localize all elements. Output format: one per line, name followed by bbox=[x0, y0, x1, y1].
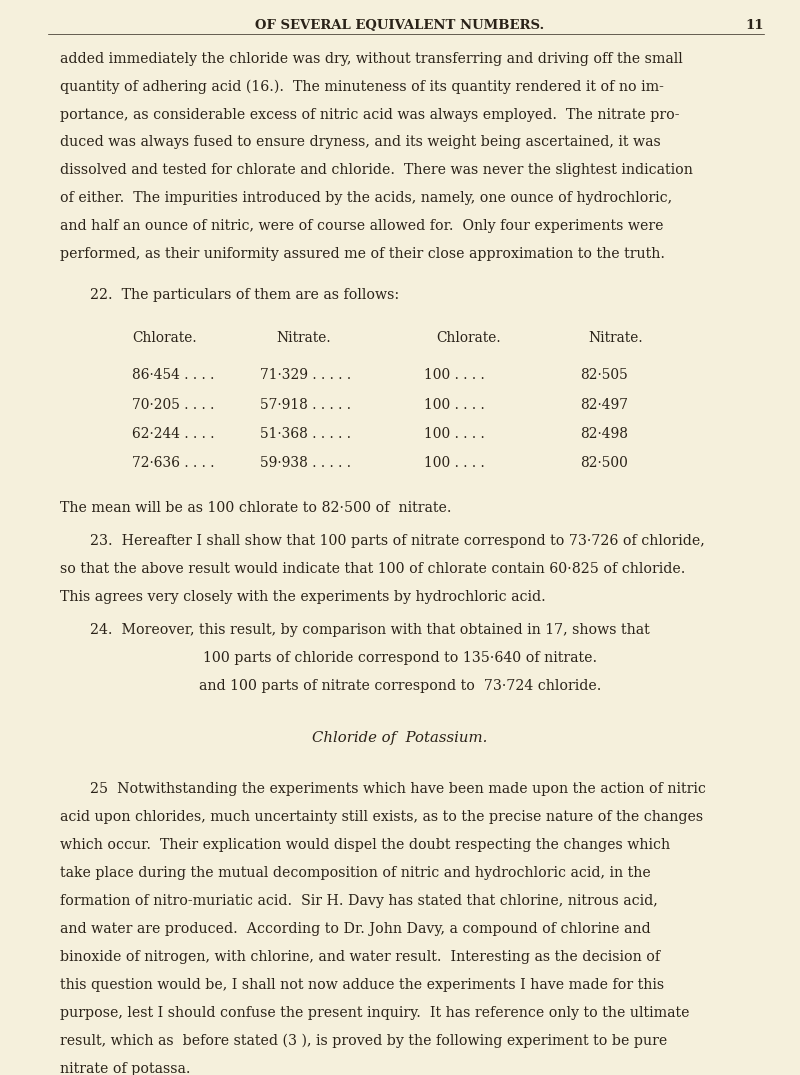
Text: dissolved and tested for chlorate and chloride.  There was never the slightest i: dissolved and tested for chlorate and ch… bbox=[60, 163, 693, 177]
Text: 25  Notwithstanding the experiments which have been made upon the action of nitr: 25 Notwithstanding the experiments which… bbox=[90, 783, 706, 797]
Text: Nitrate.: Nitrate. bbox=[276, 331, 330, 345]
Text: Chlorate.: Chlorate. bbox=[132, 331, 197, 345]
Text: this question would be, I shall not now adduce the experiments I have made for t: this question would be, I shall not now … bbox=[60, 978, 664, 992]
Text: This agrees very closely with the experiments by hydrochloric acid.: This agrees very closely with the experi… bbox=[60, 590, 546, 604]
Text: Chloride of  Potassium.: Chloride of Potassium. bbox=[312, 731, 488, 745]
Text: 24.  Moreover, this result, by comparison with that obtained in 17, shows that: 24. Moreover, this result, by comparison… bbox=[90, 624, 650, 637]
Text: duced was always fused to ensure dryness, and its weight being ascertained, it w: duced was always fused to ensure dryness… bbox=[60, 135, 661, 149]
Text: 72·636 . . . .: 72·636 . . . . bbox=[132, 457, 214, 471]
Text: 100 . . . .: 100 . . . . bbox=[424, 369, 485, 383]
Text: formation of nitro-muriatic acid.  Sir H. Davy has stated that chlorine, nitrous: formation of nitro-muriatic acid. Sir H.… bbox=[60, 894, 658, 908]
Text: added immediately the chloride was dry, without transferring and driving off the: added immediately the chloride was dry, … bbox=[60, 52, 682, 66]
Text: which occur.  Their explication would dispel the doubt respecting the changes wh: which occur. Their explication would dis… bbox=[60, 838, 670, 852]
Text: portance, as considerable excess of nitric acid was always employed.  The nitrat: portance, as considerable excess of nitr… bbox=[60, 108, 679, 121]
Text: take place during the mutual decomposition of nitric and hydrochloric acid, in t: take place during the mutual decompositi… bbox=[60, 866, 650, 880]
Text: 59·938 . . . . .: 59·938 . . . . . bbox=[260, 457, 351, 471]
Text: and half an ounce of nitric, were of course allowed for.  Only four experiments : and half an ounce of nitric, were of cou… bbox=[60, 219, 663, 233]
Text: 82·497: 82·497 bbox=[580, 398, 628, 412]
Text: 82·498: 82·498 bbox=[580, 427, 628, 441]
Text: 100 . . . .: 100 . . . . bbox=[424, 398, 485, 412]
Text: binoxide of nitrogen, with chlorine, and water result.  Interesting as the decis: binoxide of nitrogen, with chlorine, and… bbox=[60, 950, 660, 964]
Text: Nitrate.: Nitrate. bbox=[588, 331, 642, 345]
Text: 11: 11 bbox=[746, 19, 764, 32]
Text: 82·500: 82·500 bbox=[580, 457, 628, 471]
Text: 100 parts of chloride correspond to 135·640 of nitrate.: 100 parts of chloride correspond to 135·… bbox=[203, 651, 597, 665]
Text: of either.  The impurities introduced by the acids, namely, one ounce of hydroch: of either. The impurities introduced by … bbox=[60, 191, 672, 205]
Text: 82·505: 82·505 bbox=[580, 369, 628, 383]
Text: and 100 parts of nitrate correspond to  73·724 chloride.: and 100 parts of nitrate correspond to 7… bbox=[199, 679, 601, 693]
Text: 86·454 . . . .: 86·454 . . . . bbox=[132, 369, 214, 383]
Text: OF SEVERAL EQUIVALENT NUMBERS.: OF SEVERAL EQUIVALENT NUMBERS. bbox=[255, 19, 545, 32]
Text: 71·329 . . . . .: 71·329 . . . . . bbox=[260, 369, 351, 383]
Text: 70·205 . . . .: 70·205 . . . . bbox=[132, 398, 214, 412]
Text: so that the above result would indicate that 100 of chlorate contain 60·825 of c: so that the above result would indicate … bbox=[60, 562, 686, 576]
Text: 57·918 . . . . .: 57·918 . . . . . bbox=[260, 398, 351, 412]
Text: purpose, lest I should confuse the present inquiry.  It has reference only to th: purpose, lest I should confuse the prese… bbox=[60, 1006, 690, 1020]
Text: The mean will be as 100 chlorate to 82·500 of  nitrate.: The mean will be as 100 chlorate to 82·5… bbox=[60, 501, 451, 515]
Text: acid upon chlorides, much uncertainty still exists, as to the precise nature of : acid upon chlorides, much uncertainty st… bbox=[60, 811, 703, 825]
Text: 23.  Hereafter I shall show that 100 parts of nitrate correspond to 73·726 of ch: 23. Hereafter I shall show that 100 part… bbox=[90, 534, 705, 548]
Text: result, which as  before stated (3 ), is proved by the following experiment to b: result, which as before stated (3 ), is … bbox=[60, 1034, 667, 1048]
Text: 22.  The particulars of them are as follows:: 22. The particulars of them are as follo… bbox=[90, 288, 400, 302]
Text: performed, as their uniformity assured me of their close approximation to the tr: performed, as their uniformity assured m… bbox=[60, 247, 665, 261]
Text: nitrate of potassa.: nitrate of potassa. bbox=[60, 1062, 190, 1075]
Text: 62·244 . . . .: 62·244 . . . . bbox=[132, 427, 214, 441]
Text: 100 . . . .: 100 . . . . bbox=[424, 427, 485, 441]
Text: and water are produced.  According to Dr. John Davy, a compound of chlorine and: and water are produced. According to Dr.… bbox=[60, 922, 650, 936]
Text: quantity of adhering acid (16.).  The minuteness of its quantity rendered it of : quantity of adhering acid (16.). The min… bbox=[60, 80, 664, 94]
Text: 51·368 . . . . .: 51·368 . . . . . bbox=[260, 427, 351, 441]
Text: 100 . . . .: 100 . . . . bbox=[424, 457, 485, 471]
Text: Chlorate.: Chlorate. bbox=[436, 331, 501, 345]
